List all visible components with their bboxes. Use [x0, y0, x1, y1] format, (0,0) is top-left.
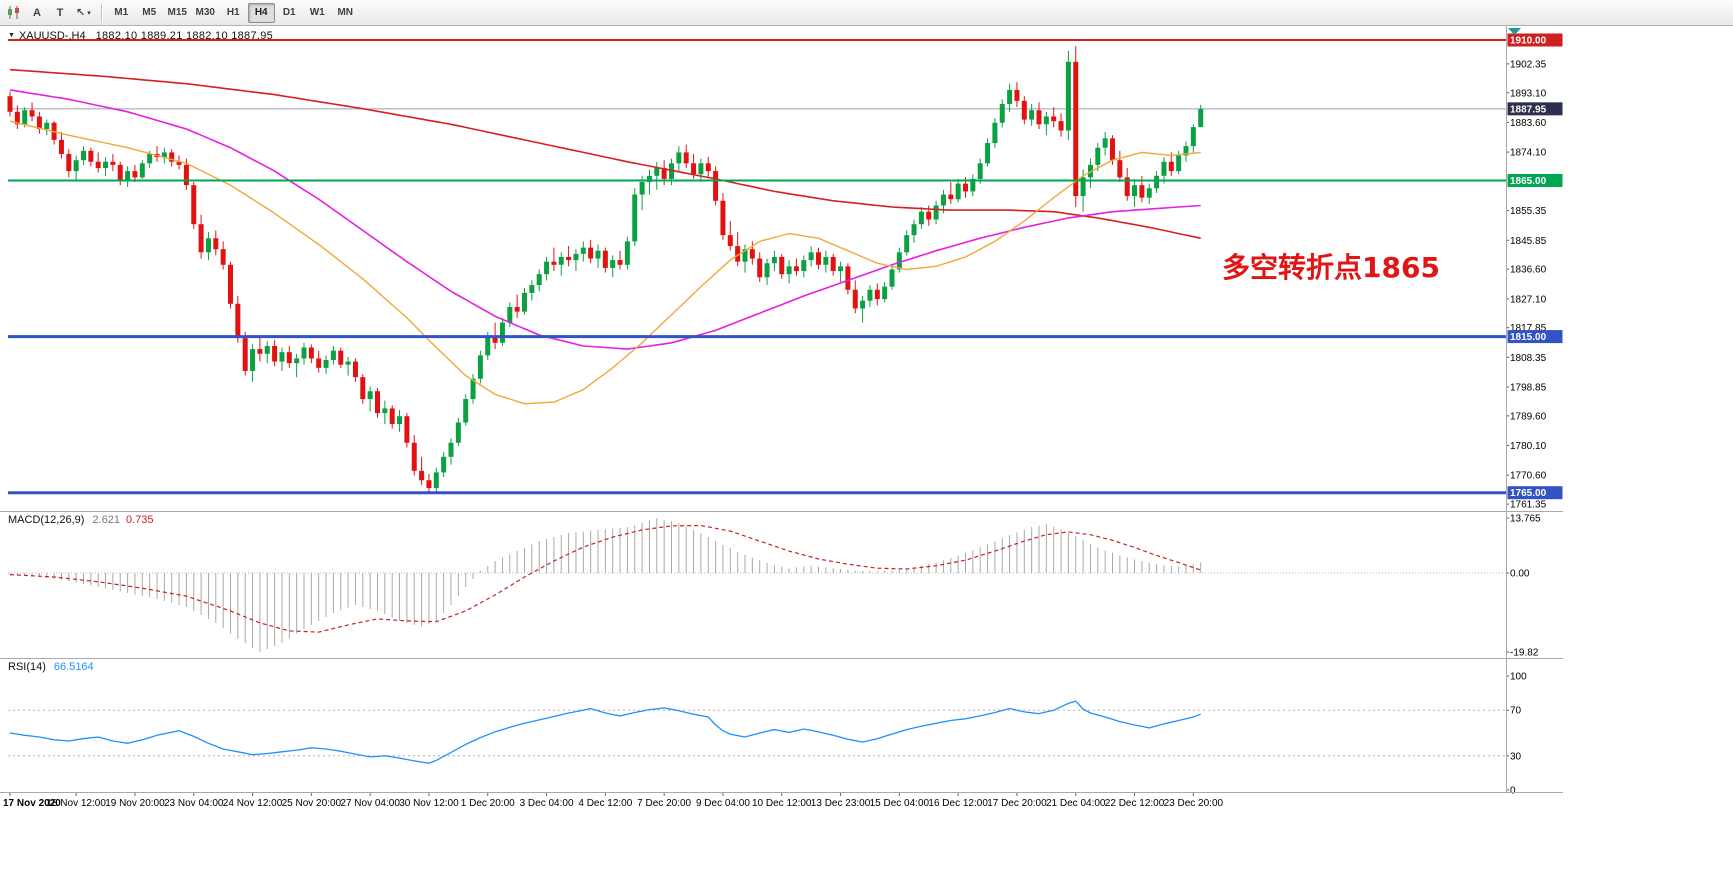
- svg-text:17 Dec 20:00: 17 Dec 20:00: [987, 798, 1047, 809]
- svg-text:9 Dec 04:00: 9 Dec 04:00: [696, 798, 750, 809]
- macd-signal-line: [9, 524, 1201, 633]
- panel-separators: [0, 26, 1563, 793]
- timeframe-d1[interactable]: D1: [276, 3, 303, 23]
- rsi-value: 66.5164: [53, 661, 94, 673]
- svg-text:1815.00: 1815.00: [1510, 332, 1547, 343]
- text-tool-button[interactable]: T: [49, 3, 71, 23]
- slow-ma-red: [9, 68, 1201, 239]
- chevron-down-icon: ▾: [87, 9, 91, 17]
- arrow-draw-icon: ↖: [76, 7, 86, 19]
- svg-text:1865.00: 1865.00: [1510, 176, 1547, 187]
- svg-text:1874.10: 1874.10: [1510, 148, 1547, 159]
- chart-shift-marker: [1508, 28, 1521, 35]
- svg-text:1855.35: 1855.35: [1510, 206, 1547, 217]
- svg-text:1845.85: 1845.85: [1510, 236, 1547, 247]
- svg-text:70: 70: [1510, 706, 1522, 717]
- svg-text:13.765: 13.765: [1510, 514, 1541, 525]
- macd-main-value: 2.621: [92, 514, 120, 526]
- toolbar-separator: [100, 3, 102, 22]
- svg-text:7 Dec 20:00: 7 Dec 20:00: [637, 798, 691, 809]
- macd-label: MACD(12,26,9) 2.621 0.735: [8, 514, 153, 526]
- draw-tools-button[interactable]: ↖ ▾: [72, 3, 95, 23]
- svg-text:23 Nov 04:00: 23 Nov 04:00: [164, 798, 224, 809]
- svg-text:30 Nov 12:00: 30 Nov 12:00: [399, 798, 459, 809]
- symbol-label: XAUUSD-,H4: [18, 30, 86, 42]
- cursor-a-button[interactable]: A: [26, 3, 48, 23]
- timeframe-m30[interactable]: M30: [192, 3, 219, 23]
- svg-text:1770.60: 1770.60: [1510, 471, 1547, 482]
- chart-annotation: 多空转折点1865: [1222, 251, 1440, 284]
- rsi-label: RSI(14) 66.5164: [8, 661, 94, 673]
- symbol-dropdown-icon[interactable]: ▼: [8, 32, 15, 39]
- svg-text:22 Dec 12:00: 22 Dec 12:00: [1105, 798, 1165, 809]
- svg-text:13 Dec 23:00: 13 Dec 23:00: [811, 798, 871, 809]
- svg-text:1789.60: 1789.60: [1510, 411, 1547, 422]
- svg-text:0: 0: [1510, 786, 1516, 797]
- svg-text:1780.10: 1780.10: [1510, 441, 1547, 452]
- svg-text:1887.95: 1887.95: [1510, 104, 1547, 115]
- svg-text:25 Nov 20:00: 25 Nov 20:00: [282, 798, 342, 809]
- macd-name: MACD(12,26,9): [8, 514, 85, 526]
- svg-text:1765.00: 1765.00: [1510, 488, 1547, 499]
- svg-text:16 Dec 12:00: 16 Dec 12:00: [928, 798, 988, 809]
- svg-text:27 Nov 04:00: 27 Nov 04:00: [340, 798, 400, 809]
- svg-text:1827.10: 1827.10: [1510, 294, 1547, 305]
- timeframe-h1[interactable]: H1: [220, 3, 247, 23]
- svg-text:30: 30: [1510, 751, 1522, 762]
- timeframe-w1[interactable]: W1: [304, 3, 331, 23]
- macd-panel: 13.765 0.00 -19.82: [8, 514, 1541, 659]
- rsi-line: [9, 700, 1201, 764]
- chart-title: ▼ XAUUSD-,H4 1882.10 1889.21 1882.10 1887.…: [8, 30, 273, 42]
- svg-text:19 Nov 20:00: 19 Nov 20:00: [105, 798, 165, 809]
- svg-text:1836.60: 1836.60: [1510, 265, 1547, 276]
- svg-text:1902.35: 1902.35: [1510, 59, 1547, 70]
- svg-text:1798.85: 1798.85: [1510, 383, 1547, 394]
- timeframe-m15[interactable]: M15: [164, 3, 191, 23]
- svg-text:100: 100: [1510, 672, 1527, 683]
- svg-text:1761.35: 1761.35: [1510, 500, 1547, 511]
- timeframe-m1[interactable]: M1: [108, 3, 135, 23]
- timeframe-h4[interactable]: H4: [247, 2, 275, 23]
- svg-text:1 Dec 20:00: 1 Dec 20:00: [461, 798, 515, 809]
- svg-text:3 Dec 04:00: 3 Dec 04:00: [520, 798, 574, 809]
- candlestick-chart-icon: [8, 6, 19, 19]
- svg-text:0.00: 0.00: [1510, 569, 1530, 580]
- svg-text:1893.10: 1893.10: [1510, 88, 1547, 99]
- svg-text:15 Dec 04:00: 15 Dec 04:00: [870, 798, 930, 809]
- svg-text:1817.85: 1817.85: [1510, 323, 1547, 334]
- svg-text:10 Dec 12:00: 10 Dec 12:00: [752, 798, 812, 809]
- chart-window-button[interactable]: [3, 3, 25, 23]
- svg-text:4 Dec 12:00: 4 Dec 12:00: [578, 798, 632, 809]
- macd-signal-value: 0.735: [125, 514, 154, 526]
- ohlc-readout: 1882.10 1889.21 1882.10 1887.95: [95, 30, 274, 42]
- svg-text:1910.00: 1910.00: [1510, 35, 1547, 46]
- timeframe-m5[interactable]: M5: [136, 3, 163, 23]
- rsi-name: RSI(14): [8, 661, 46, 673]
- timeframe-group: M1 M5 M15 M30 H1 H4 D1 W1 MN: [108, 2, 359, 23]
- main-price-panel: [7, 38, 1506, 495]
- svg-text:18 Nov 12:00: 18 Nov 12:00: [46, 798, 106, 809]
- toolbar: A T ↖ ▾ M1 M5 M15 M30 H1 H4 D1 W1 MN: [0, 0, 1733, 26]
- svg-text:17 Nov 2020: 17 Nov 2020: [3, 798, 61, 809]
- svg-text:-19.82: -19.82: [1510, 648, 1539, 659]
- svg-text:1883.60: 1883.60: [1510, 118, 1547, 129]
- mid-ma-magenta: [9, 89, 1201, 350]
- svg-text:23 Dec 20:00: 23 Dec 20:00: [1164, 798, 1224, 809]
- fast-ma-orange: [9, 120, 1201, 405]
- svg-text:21 Dec 04:00: 21 Dec 04:00: [1046, 798, 1106, 809]
- svg-text:1808.35: 1808.35: [1510, 353, 1547, 364]
- timeframe-mn[interactable]: MN: [332, 3, 359, 23]
- price-scale: 1902.35 1893.10 1883.60 1874.10 1855.35 1845.…: [1506, 28, 1563, 511]
- svg-text:24 Nov 12:00: 24 Nov 12:00: [223, 798, 283, 809]
